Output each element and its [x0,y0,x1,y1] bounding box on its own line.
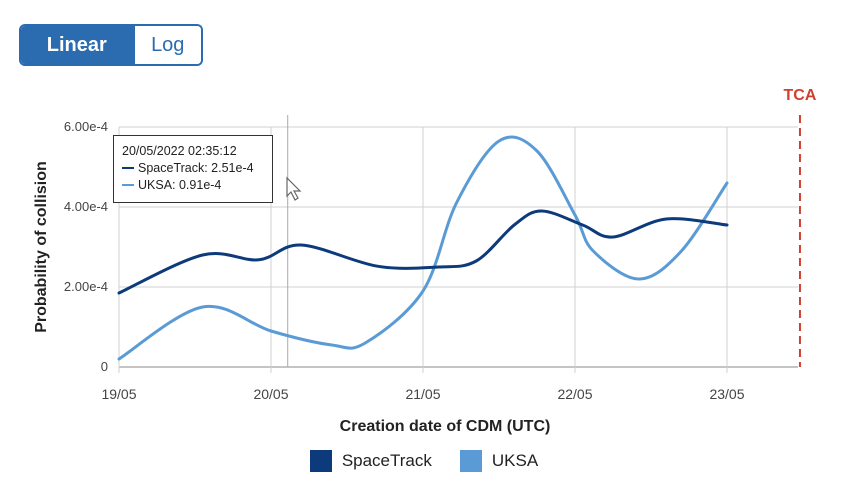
tooltip-date: 20/05/2022 02:35:12 [122,143,237,158]
scale-toggle: Linear Log [19,24,203,66]
y-tick-label: 4.00e-4 [64,199,108,214]
legend-item-uksa[interactable]: UKSA [459,450,539,472]
y-tick-label: 2.00e-4 [64,279,108,294]
uksa-swatch [122,183,134,186]
hover-tooltip: 20/05/2022 02:35:12 SpaceTrack: 2.51e-4 … [113,135,273,203]
legend-swatch-spacetrack [309,450,332,472]
uksa-line [117,135,729,361]
y-tick-label: 6.00e-4 [64,119,108,134]
log-scale-button[interactable]: Log [132,26,201,64]
spacetrack-line [117,209,729,295]
linear-scale-button[interactable]: Linear [21,26,133,64]
tooltip-uksa-value: UKSA: 0.91e-4 [138,177,222,192]
legend-swatch-uksa [459,450,482,472]
x-tick-label: 23/05 [709,386,744,402]
x-tick-label: 22/05 [557,386,592,402]
x-tick-label: 21/05 [405,386,440,402]
tca-label: TCA [784,87,817,104]
legend-item-spacetrack[interactable]: SpaceTrack [309,450,432,472]
chart-legend: SpaceTrack UKSA [0,450,848,472]
x-axis-label: Creation date of CDM (UTC) [339,418,551,435]
spacetrack-swatch [122,166,134,169]
legend-label-uksa: UKSA [491,451,539,470]
tooltip-spacetrack-value: SpaceTrack: 2.51e-4 [138,160,254,175]
legend-label-spacetrack: SpaceTrack [341,451,432,470]
tooltip-row-uksa: UKSA: 0.91e-4 [122,176,264,193]
y-axis-label: Probability of collision [33,161,50,333]
mouse-cursor-icon [286,176,302,201]
x-tick-label: 19/05 [101,386,136,402]
x-tick-label: 20/05 [253,386,288,402]
tooltip-row-spacetrack: SpaceTrack: 2.51e-4 [122,159,264,176]
y-tick-label: 0 [101,359,108,374]
